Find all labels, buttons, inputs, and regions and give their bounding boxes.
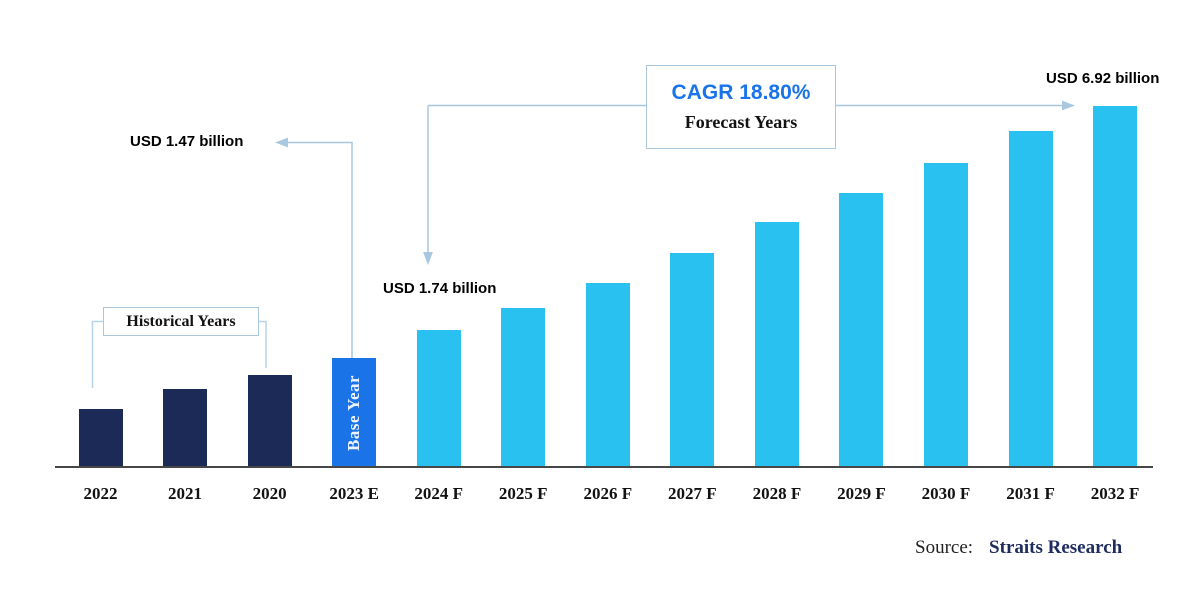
x-axis-label-2030-f: 2030 F: [921, 484, 971, 503]
forecast-start-arrow: [423, 105, 433, 265]
historical-years-label: Historical Years: [126, 312, 236, 330]
base-year-inner-label: Base Year: [344, 374, 364, 452]
x-axis-label-2032-f: 2032 F: [1090, 484, 1140, 503]
bar-2028-f: [754, 222, 799, 468]
bar-2026-f: [585, 283, 630, 468]
historical-years-box: Historical Years: [103, 307, 259, 336]
bar-2027-f: [670, 253, 715, 468]
value-label-2023: USD 1.47 billion: [130, 133, 244, 150]
source-prefix: Source:: [915, 537, 974, 558]
bar-2031-f: [1008, 131, 1053, 468]
x-axis-label-2028-f: 2028 F: [752, 484, 802, 503]
x-axis-label-2024-f: 2024 F: [414, 484, 463, 503]
bar-2025-f: [501, 308, 546, 468]
x-axis-label-2026-f: 2026 F: [583, 484, 633, 503]
bar-2022: [78, 409, 123, 468]
x-axis-label-2025-f: 2025 F: [498, 484, 548, 503]
x-axis-label-2031-f: 2031 F: [1006, 484, 1055, 503]
source-name: Straits Research: [989, 537, 1123, 558]
bar-2032-f: [1093, 106, 1138, 468]
historical-bracket: [91, 320, 267, 388]
x-axis-line: [55, 466, 1153, 468]
x-axis-label-2029-f: 2029 F: [837, 484, 886, 503]
cagr-callout-box: CAGR 18.80% Forecast Years: [646, 65, 836, 149]
bar-2029-f: [839, 193, 884, 468]
bar-2021: [163, 389, 208, 468]
value-label-2032: USD 6.92 billion: [1046, 70, 1160, 87]
x-axis-label-2021: 2021: [168, 484, 203, 503]
x-axis-label-2022: 2022: [83, 484, 118, 503]
bar-2020: [247, 375, 292, 468]
cagr-value-label: CAGR 18.80%: [671, 81, 811, 104]
forecast-years-label: Forecast Years: [684, 112, 798, 132]
base-year-connector-arrow: [275, 137, 353, 358]
x-axis-label-2020: 2020: [252, 484, 287, 503]
source-line: Source: Straits Research: [915, 537, 1122, 559]
x-axis-label-2023-e: 2023 E: [329, 484, 379, 503]
value-label-2024: USD 1.74 billion: [383, 280, 497, 297]
bar-2023-e: Base Year: [332, 358, 377, 468]
bar-2030-f: [924, 163, 968, 468]
x-axis-label-2027-f: 2027 F: [668, 484, 717, 503]
bar-2024-f: [416, 330, 461, 468]
